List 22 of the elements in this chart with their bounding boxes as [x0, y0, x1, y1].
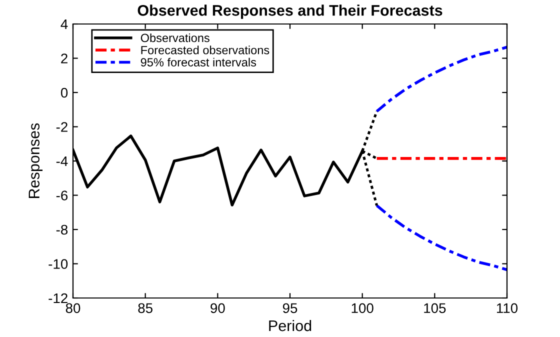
legend-label: Observations	[140, 33, 210, 42]
legend-label: 95% forecast intervals	[140, 58, 256, 66]
y-axis-title: Responses	[28, 123, 43, 198]
y-tick-label: 4	[60, 19, 68, 30]
x-tick-label: 90	[210, 303, 225, 314]
y-tick-label: -4	[56, 156, 68, 166]
y-tick-label: -8	[56, 224, 68, 235]
x-tick-label: 95	[282, 303, 298, 314]
x-tick-label: 105	[424, 303, 446, 314]
y-tick-label: 2	[61, 54, 68, 64]
y-tick-label: -2	[56, 122, 68, 132]
y-tick-label: -12	[48, 293, 68, 304]
x-tick-label: 85	[138, 303, 152, 314]
x-tick-label: 100	[352, 303, 374, 314]
chart-title: Observed Responses and Their Forecasts	[138, 4, 442, 19]
y-tick-label: 0	[60, 88, 68, 98]
x-axis-title: Period	[269, 320, 312, 332]
y-tick-label: -6	[56, 190, 68, 200]
legend-label: Forecasted observations	[141, 46, 270, 54]
x-tick-label: 110	[496, 303, 518, 314]
x-tick-label: 80	[66, 303, 80, 314]
y-tick-label: -10	[48, 259, 68, 269]
